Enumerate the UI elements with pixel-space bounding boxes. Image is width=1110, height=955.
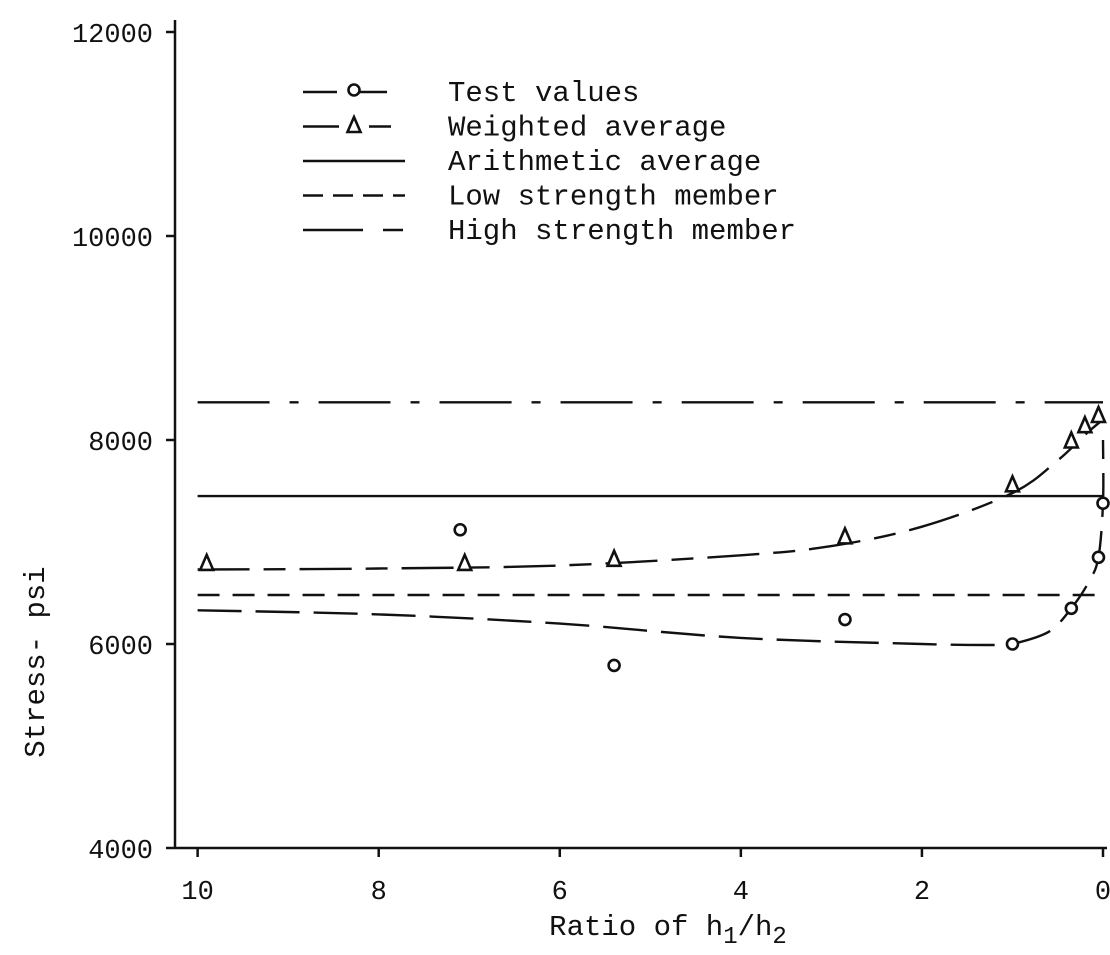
data-point-test-values bbox=[838, 612, 852, 627]
ticks: 4000 6000 8000 10000 12000 10 8 6 4 2 0 bbox=[72, 21, 1110, 908]
data-point-weighted-average bbox=[198, 551, 216, 572]
series-line-weighted-average bbox=[197, 418, 1104, 571]
legend-label: Weighted average bbox=[448, 112, 726, 145]
data-point-test-values bbox=[453, 522, 467, 537]
legend-item-weighted-average: Weighted average bbox=[303, 112, 726, 145]
data-point-test-values bbox=[1091, 550, 1106, 565]
y-axis-label: Stress- psi bbox=[20, 566, 53, 757]
y-tick-label: 8000 bbox=[88, 429, 153, 459]
data-point-weighted-average bbox=[1089, 403, 1107, 424]
x-tick-label: 8 bbox=[371, 878, 387, 908]
y-tick-label: 6000 bbox=[88, 633, 153, 663]
series-markers bbox=[198, 403, 1110, 673]
data-point-weighted-average bbox=[605, 547, 623, 568]
data-point-weighted-average bbox=[836, 525, 854, 545]
x-axis-label-mid: /h bbox=[738, 911, 773, 944]
x-tick-label: 0 bbox=[1095, 878, 1110, 908]
legend-marker bbox=[345, 113, 363, 134]
x-axis-label: Ratio of h1/h2 bbox=[549, 911, 787, 951]
y-tick-label: 10000 bbox=[72, 225, 153, 255]
legend-label: Test values bbox=[448, 77, 639, 110]
legend-item-low-strength-member: Low strength member bbox=[303, 181, 779, 214]
legend-item-arithmetic-average: Arithmetic average bbox=[303, 146, 761, 179]
legend-item-high-strength-member: High strength member bbox=[303, 215, 796, 248]
x-axis-label-main: Ratio of h bbox=[549, 911, 723, 944]
x-tick-label: 10 bbox=[181, 878, 213, 908]
x-axis-label-sub1: 1 bbox=[723, 924, 737, 951]
data-point-weighted-average bbox=[1003, 473, 1021, 493]
series-curves bbox=[197, 401, 1105, 647]
axes bbox=[173, 20, 1107, 850]
legend-label: Arithmetic average bbox=[448, 146, 761, 179]
series-line-test-values bbox=[197, 439, 1105, 647]
x-tick-label: 2 bbox=[914, 878, 930, 908]
data-point-weighted-average bbox=[1062, 429, 1080, 449]
legend-item-test-values: Test values bbox=[303, 77, 639, 110]
data-point-weighted-average bbox=[456, 551, 474, 572]
legend-label: Low strength member bbox=[448, 181, 779, 214]
y-tick-label: 4000 bbox=[88, 837, 153, 867]
data-point-test-values bbox=[1064, 601, 1079, 616]
x-tick-label: 6 bbox=[552, 878, 568, 908]
data-point-test-values bbox=[1096, 496, 1110, 511]
x-axis-label-sub2: 2 bbox=[772, 924, 786, 951]
legend-label: High strength member bbox=[448, 215, 796, 248]
y-tick-label: 12000 bbox=[72, 21, 153, 51]
x-tick-label: 4 bbox=[733, 878, 749, 908]
data-point-test-values bbox=[607, 658, 621, 673]
data-point-test-values bbox=[1005, 637, 1020, 651]
data-point-weighted-average bbox=[1076, 413, 1094, 434]
legend-marker bbox=[347, 83, 361, 97]
